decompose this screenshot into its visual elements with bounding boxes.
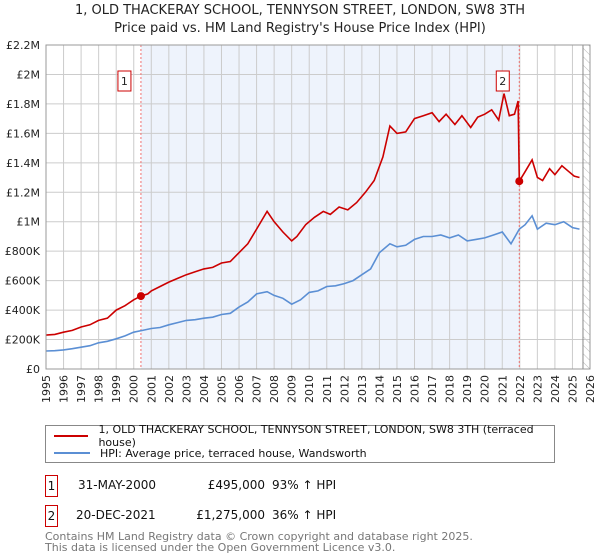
x-tick-label: 2026 bbox=[584, 375, 597, 403]
chart-title: 1, OLD THACKERAY SCHOOL, TENNYSON STREET… bbox=[74, 3, 526, 18]
x-tick-label: 2010 bbox=[303, 375, 316, 403]
series-line bbox=[45, 93, 580, 336]
series-line bbox=[45, 214, 580, 352]
y-tick-label: £1.2M bbox=[6, 186, 40, 199]
sale-point bbox=[136, 292, 145, 301]
footer-copyright: Contains HM Land Registry data © Crown c… bbox=[45, 530, 473, 543]
chart-legend: 1, OLD THACKERAY SCHOOL, TENNYSON STREET… bbox=[45, 423, 555, 463]
forecast-hatch bbox=[582, 45, 590, 369]
x-tick-label: 1996 bbox=[58, 375, 71, 403]
transaction-price: £495,000 bbox=[207, 478, 265, 492]
x-tick-label: 2014 bbox=[373, 375, 386, 403]
x-tick-label: 1998 bbox=[93, 375, 106, 403]
x-tick-label: 2025 bbox=[566, 375, 579, 403]
transaction-price: £1,275,000 bbox=[196, 508, 265, 522]
x-tick-label: 2021 bbox=[496, 375, 509, 403]
x-tick-label: 2015 bbox=[391, 375, 404, 403]
y-tick-label: £400K bbox=[5, 304, 41, 317]
sale-marker-box bbox=[117, 70, 132, 92]
legend-item-property: 1, OLD THACKERAY SCHOOL, TENNYSON STREET… bbox=[54, 423, 554, 449]
price-chart: 1995 1996 1997 1998 1999 2000 2001 2002 2003 2004… bbox=[5, 39, 597, 403]
plot-frame bbox=[45, 44, 591, 370]
x-tick-label: 1997 bbox=[75, 375, 88, 403]
chart-subtitle: Price paid vs. HM Land Registry's House … bbox=[114, 21, 486, 36]
x-tick-label: 2022 bbox=[514, 375, 527, 403]
sale-marker-label: 2 bbox=[499, 75, 506, 88]
y-tick-label: £1M bbox=[17, 216, 41, 229]
transaction-date: 20-DEC-2021 bbox=[76, 508, 156, 522]
legend-label: HPI: Average price, terraced house, Wand… bbox=[100, 446, 367, 460]
x-tick-label: 1995 bbox=[40, 375, 53, 403]
legend-swatch-blue bbox=[54, 452, 90, 454]
x-tick-label: 2020 bbox=[479, 375, 492, 403]
y-tick-label: £0 bbox=[26, 363, 40, 376]
x-tick-label: 2000 bbox=[128, 375, 141, 403]
transaction-badge: 2 bbox=[45, 505, 58, 527]
sale-marker-label: 1 bbox=[121, 75, 128, 88]
y-tick-label: £200K bbox=[5, 334, 41, 347]
y-tick-label: £600K bbox=[5, 275, 41, 288]
y-tick-label: £1.4M bbox=[6, 157, 40, 170]
x-tick-label: 2018 bbox=[444, 375, 457, 403]
y-tick-label: £2M bbox=[17, 68, 41, 81]
x-tick-label: 2017 bbox=[426, 375, 439, 403]
x-tick-label: 2002 bbox=[163, 375, 176, 403]
y-tick-label: £2.2M bbox=[6, 39, 40, 52]
x-tick-label: 2009 bbox=[286, 375, 299, 403]
transaction-date: 31-MAY-2000 bbox=[78, 478, 157, 492]
x-tick-label: 2005 bbox=[215, 375, 228, 403]
x-tick-label: 2004 bbox=[198, 375, 211, 403]
x-tick-label: 2016 bbox=[409, 375, 422, 403]
transaction-hpi: 93% ↑ HPI bbox=[272, 478, 337, 492]
y-tick-label: £1.6M bbox=[6, 127, 40, 140]
legend-item-hpi: HPI: Average price, terraced house, Wand… bbox=[54, 445, 367, 461]
x-tick-label: 2011 bbox=[321, 375, 334, 403]
x-tick-label: 2019 bbox=[461, 375, 474, 403]
x-tick-label: 2007 bbox=[251, 375, 264, 403]
x-tick-label: 2006 bbox=[233, 375, 246, 403]
legend-swatch-red bbox=[54, 435, 89, 437]
shaded-period bbox=[140, 45, 520, 369]
x-tick-label: 2012 bbox=[338, 375, 351, 403]
sale-marker-box bbox=[495, 70, 510, 92]
sale-point bbox=[515, 177, 524, 186]
transaction-badge: 1 bbox=[45, 475, 58, 497]
x-tick-label: 2001 bbox=[145, 375, 158, 403]
transaction-hpi: 36% ↑ HPI bbox=[272, 508, 337, 522]
footer-licence: This data is licensed under the Open Gov… bbox=[45, 541, 396, 554]
y-tick-label: £1.8M bbox=[6, 98, 40, 111]
x-tick-label: 2023 bbox=[531, 375, 544, 403]
x-tick-label: 2024 bbox=[549, 375, 562, 403]
footer: Contains HM Land Registry data © Crown c… bbox=[45, 531, 473, 553]
x-tick-label: 2003 bbox=[180, 375, 193, 403]
legend-label: 1, OLD THACKERAY SCHOOL, TENNYSON STREET… bbox=[98, 423, 534, 449]
x-tick-label: 2008 bbox=[268, 375, 281, 403]
y-tick-label: £800K bbox=[5, 245, 41, 258]
x-tick-label: 2013 bbox=[356, 375, 369, 403]
x-tick-label: 1999 bbox=[110, 375, 123, 403]
